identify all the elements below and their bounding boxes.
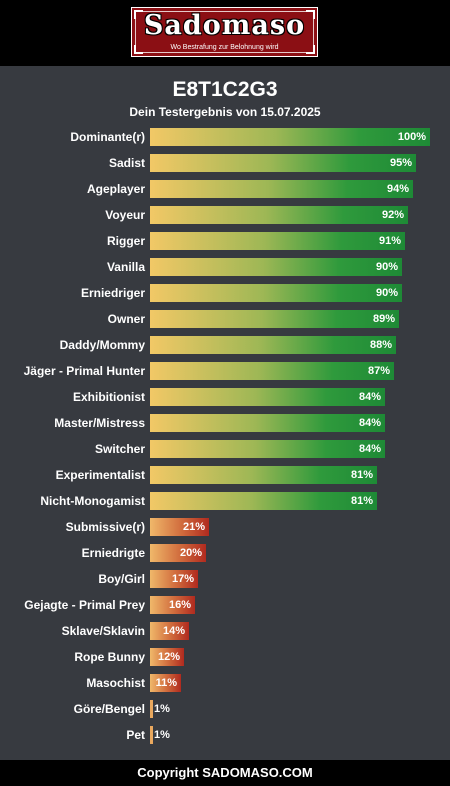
- result-bar: [150, 154, 416, 172]
- category-label: Owner: [107, 312, 145, 326]
- result-bar: [150, 206, 408, 224]
- category-label: Switcher: [94, 442, 145, 456]
- category-label: Masochist: [86, 676, 145, 690]
- value-label: 84%: [358, 443, 381, 455]
- category-label: Submissive(r): [65, 520, 145, 534]
- result-bar: [150, 648, 184, 666]
- result-bar: [150, 128, 430, 146]
- copyright-text: Copyright SADOMASO.COM: [137, 765, 313, 780]
- result-bar: [150, 258, 402, 276]
- value-label: 1%: [154, 729, 170, 741]
- category-label: Rope Bunny: [74, 650, 145, 664]
- result-bar: [150, 232, 405, 250]
- value-label: 12%: [157, 651, 180, 663]
- result-bar: [150, 544, 206, 562]
- result-bar: [150, 700, 153, 718]
- result-bar: [150, 518, 209, 536]
- result-bar: [150, 414, 385, 432]
- value-label: 14%: [162, 625, 185, 637]
- value-label: 84%: [358, 417, 381, 429]
- result-bar: [150, 440, 385, 458]
- category-label: Boy/Girl: [98, 572, 145, 586]
- category-label: Dominante(r): [70, 130, 145, 144]
- result-subtitle: Dein Testergebnis von 15.07.2025: [129, 105, 321, 119]
- value-label: 89%: [372, 313, 395, 325]
- result-bar: [150, 492, 377, 510]
- category-label: Master/Mistress: [54, 416, 145, 430]
- result-bar: [150, 284, 402, 302]
- category-label: Nicht-Monogamist: [40, 494, 145, 508]
- value-label: 16%: [168, 599, 191, 611]
- sadomaso-logo[interactable]: Sadomaso Wo Bestrafung zur Belohnung wir…: [131, 7, 318, 57]
- value-label: 21%: [182, 521, 205, 533]
- category-label: Sadist: [108, 156, 145, 170]
- value-label: 81%: [350, 495, 373, 507]
- value-label: 88%: [369, 339, 392, 351]
- result-bar: [150, 310, 399, 328]
- logo-corner-ornament: [134, 45, 143, 54]
- logo-tagline: Wo Bestrafung zur Belohnung wird: [170, 44, 279, 51]
- category-label: Vanilla: [106, 260, 145, 274]
- value-label: 84%: [358, 391, 381, 403]
- value-label: 94%: [386, 183, 409, 195]
- value-label: 17%: [171, 573, 194, 585]
- value-label: 100%: [397, 131, 426, 143]
- site-footer: Copyright SADOMASO.COM: [0, 760, 450, 786]
- value-label: 1%: [154, 703, 170, 715]
- category-label: Erniedriger: [80, 286, 145, 300]
- result-bar: [150, 726, 153, 744]
- result-bar: [150, 622, 189, 640]
- category-label: Erniedrigte: [81, 546, 145, 560]
- value-label: 87%: [367, 365, 390, 377]
- value-label: 90%: [375, 287, 398, 299]
- value-label: 90%: [375, 261, 398, 273]
- value-label: 81%: [350, 469, 373, 481]
- site-header: Sadomaso Wo Bestrafung zur Belohnung wir…: [0, 0, 450, 66]
- result-bar: [150, 674, 181, 692]
- result-bar: [150, 180, 413, 198]
- category-label: Gejagte - Primal Prey: [24, 598, 145, 612]
- value-label: 20%: [179, 547, 202, 559]
- logo-corner-ornament: [134, 10, 143, 19]
- logo-frame: [135, 11, 314, 53]
- category-label: Rigger: [106, 234, 145, 248]
- category-label: Jäger - Primal Hunter: [23, 364, 145, 378]
- category-label: Sklave/Sklavin: [61, 624, 145, 638]
- result-title: E8T1C2G3: [172, 78, 278, 101]
- value-label: 92%: [381, 209, 404, 221]
- category-label: Experimentalist: [55, 468, 145, 482]
- category-label: Pet: [126, 728, 145, 742]
- logo-corner-ornament: [306, 45, 315, 54]
- logo-corner-ornament: [306, 10, 315, 19]
- category-label: Exhibitionist: [73, 390, 145, 404]
- category-label: Göre/Bengel: [73, 702, 145, 716]
- result-bar: [150, 388, 385, 406]
- value-label: 91%: [378, 235, 401, 247]
- result-bar: [150, 466, 377, 484]
- result-bar: [150, 362, 394, 380]
- value-label: 95%: [389, 157, 412, 169]
- category-label: Voyeur: [105, 208, 145, 222]
- result-bar: [150, 596, 195, 614]
- category-label: Ageplayer: [86, 182, 145, 196]
- logo-title: Sadomaso: [143, 10, 306, 41]
- result-bar: [150, 336, 396, 354]
- result-bar: [150, 570, 198, 588]
- value-label: 11%: [155, 677, 177, 689]
- category-label: Daddy/Mommy: [59, 338, 145, 352]
